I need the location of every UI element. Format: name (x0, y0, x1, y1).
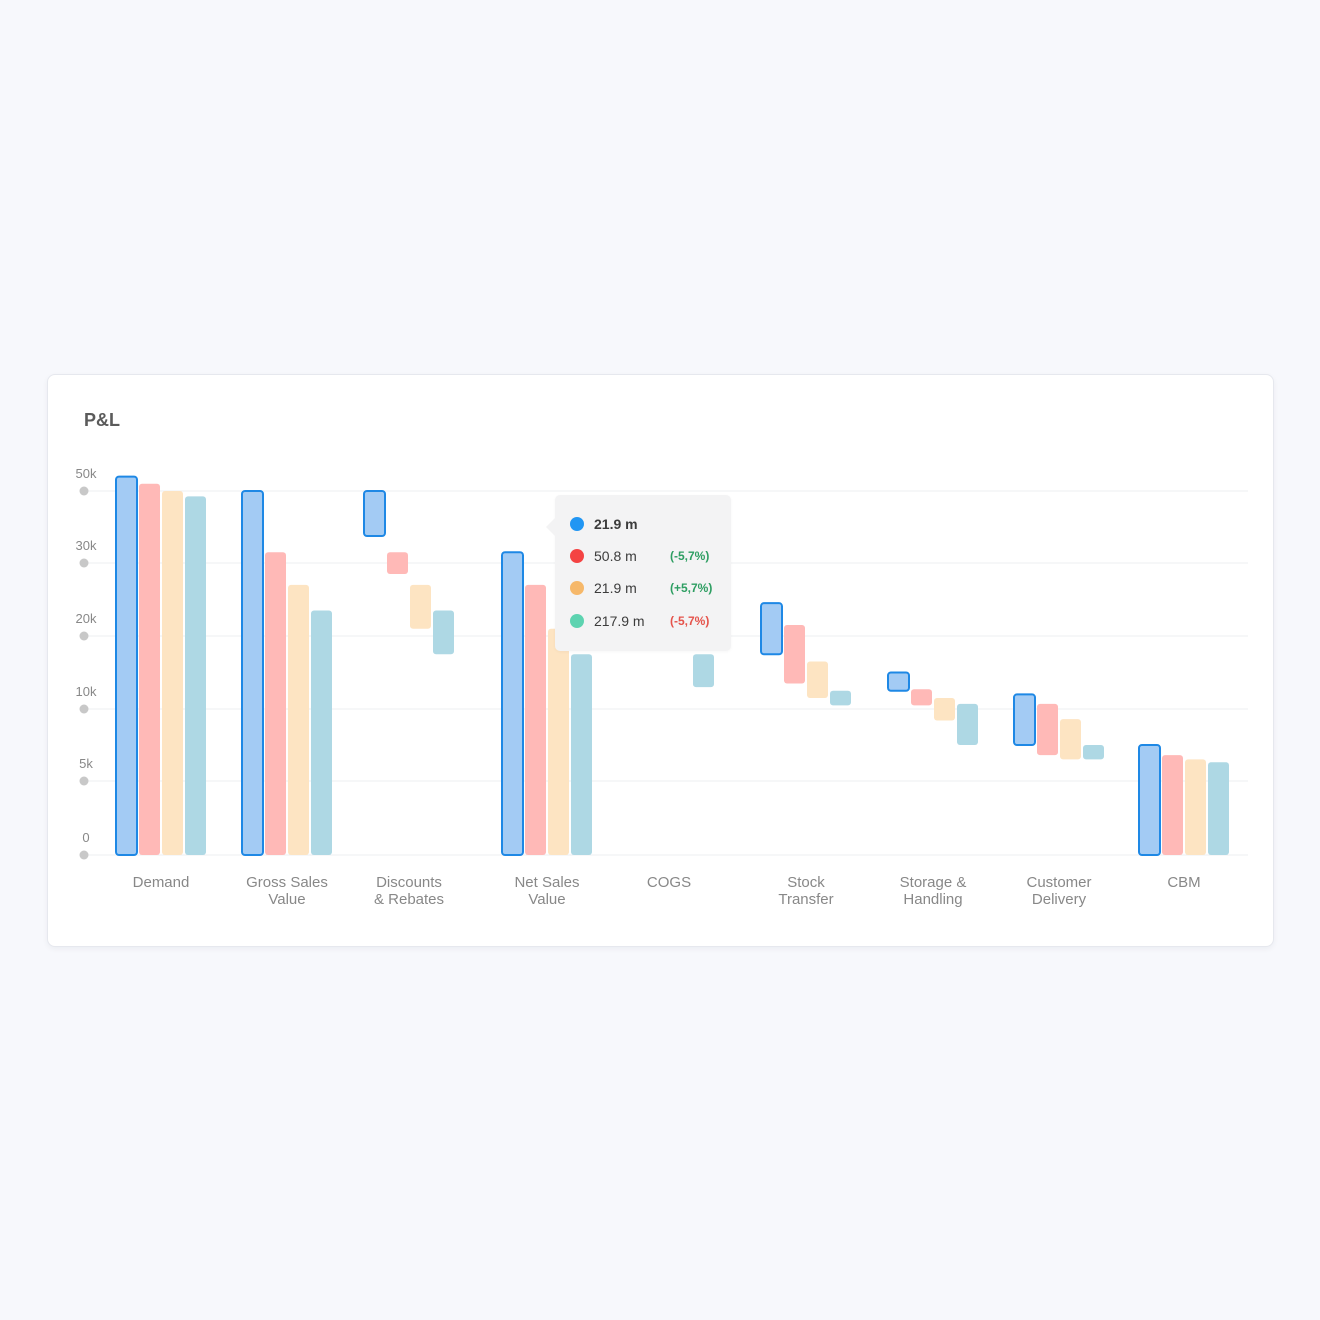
bar[interactable] (410, 584, 431, 629)
tooltip-value: 21.9 m (594, 516, 638, 532)
x-axis-category-label: Net Sales Value (514, 874, 579, 908)
tooltip-change: (+5,7%) (670, 581, 713, 595)
tooltip-value: 50.8 m (594, 548, 637, 564)
y-axis-tick-dot (79, 486, 89, 496)
bar[interactable] (501, 551, 524, 856)
bar[interactable] (185, 496, 206, 855)
bar[interactable] (548, 628, 569, 855)
bar[interactable] (241, 490, 264, 856)
y-axis-tick-dot (79, 704, 89, 714)
bar[interactable] (571, 654, 592, 855)
y-axis-tick-label: 10k (76, 684, 97, 699)
bar[interactable] (1185, 759, 1206, 855)
bar[interactable] (162, 491, 183, 855)
bar[interactable] (1060, 719, 1081, 760)
series-color-dot (570, 549, 584, 563)
bar[interactable] (1162, 755, 1183, 855)
bar[interactable] (1138, 744, 1161, 856)
x-axis: Demand Gross Sales Value Discounts & Rebates… (133, 874, 1201, 908)
tooltip-change: (-5,7%) (670, 549, 710, 563)
bar[interactable] (115, 475, 138, 856)
bar[interactable] (139, 483, 160, 855)
x-axis-category-label: Customer Delivery (1026, 874, 1091, 908)
tooltip-value: 21.9 m (594, 580, 637, 596)
bar[interactable] (887, 671, 910, 692)
bar[interactable] (311, 610, 332, 855)
bar[interactable] (525, 584, 546, 855)
bar[interactable] (1013, 693, 1036, 746)
y-axis-tick-label: 0 (82, 830, 89, 845)
bar[interactable] (265, 552, 286, 855)
bar[interactable] (934, 698, 955, 721)
x-axis-category-label: Stock Transfer (778, 874, 833, 908)
bar[interactable] (911, 689, 932, 706)
pnl-card: P&L 0 5k 10k 20k 30k 50k Demand Gross Sales Val… (47, 374, 1274, 947)
x-axis-category-label: Demand (133, 874, 190, 891)
series-color-dot (570, 581, 584, 595)
tooltip-row: 217.9 m (-5,7%) (570, 611, 721, 631)
tooltip-change: (-5,7%) (670, 614, 710, 628)
pnl-waterfall-chart: 0 5k 10k 20k 30k 50k Demand Gross Sales Value Di… (76, 466, 1248, 908)
bar[interactable] (693, 654, 714, 688)
tooltip-value: 217.9 m (594, 613, 645, 629)
x-axis-category-label: Discounts & Rebates (374, 874, 444, 908)
y-axis-tick-dot (79, 558, 89, 568)
bars (115, 475, 1229, 856)
y-axis-tick-label: 5k (79, 756, 93, 771)
y-axis-tick-label: 20k (76, 611, 97, 626)
tooltip-row: 21.9 m (570, 514, 721, 534)
x-axis-category-label: Gross Sales Value (246, 874, 328, 908)
bar[interactable] (807, 661, 828, 699)
y-axis-tick-dot (79, 631, 89, 641)
bar[interactable] (363, 490, 386, 537)
bar[interactable] (830, 690, 851, 706)
series-color-dot (570, 517, 584, 531)
bar[interactable] (1083, 745, 1104, 760)
x-axis-category-label: COGS (647, 874, 691, 891)
bar[interactable] (288, 584, 309, 855)
bar[interactable] (387, 552, 408, 574)
x-axis-category-label: CBM (1167, 874, 1200, 891)
y-axis-tick-dot (79, 850, 89, 860)
y-axis-tick-label: 50k (76, 466, 97, 481)
chart-tooltip: 21.9 m 50.8 m (-5,7%) 21.9 m (+5,7%) 217… (546, 495, 731, 651)
tooltip-row: 21.9 m (+5,7%) (570, 578, 721, 598)
bar[interactable] (760, 602, 783, 656)
bar[interactable] (1037, 703, 1058, 756)
card-title: P&L (84, 410, 120, 430)
bar[interactable] (433, 610, 454, 655)
y-axis: 0 5k 10k 20k 30k 50k (76, 466, 97, 860)
x-axis-category-label: Storage & Handling (900, 874, 967, 908)
bar[interactable] (1208, 762, 1229, 855)
series-color-dot (570, 614, 584, 628)
y-axis-tick-dot (79, 776, 89, 786)
y-axis-tick-label: 30k (76, 538, 97, 553)
bar[interactable] (784, 625, 805, 684)
bar[interactable] (957, 703, 978, 745)
tooltip-row: 50.8 m (-5,7%) (570, 546, 721, 566)
